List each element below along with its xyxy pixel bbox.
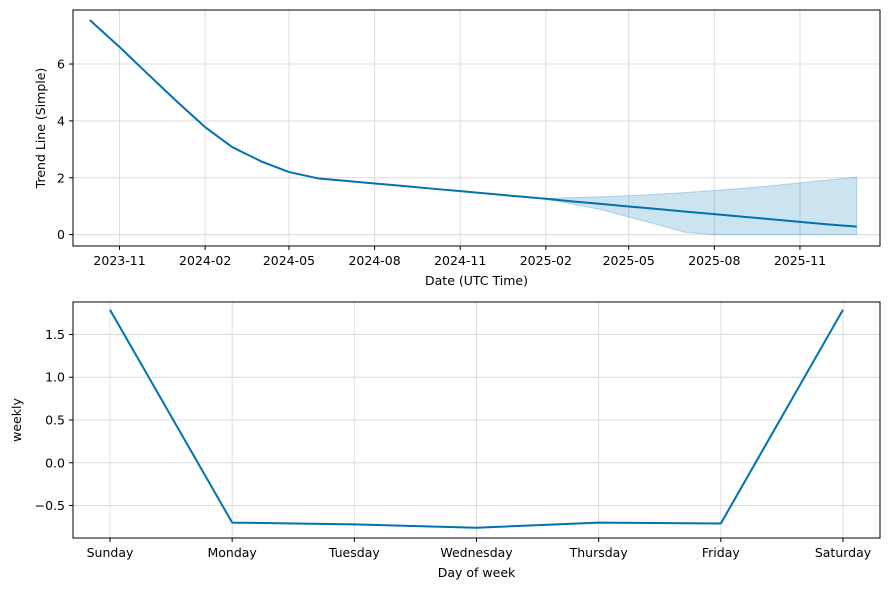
trend-x-tick-label: 2025-02 <box>520 253 572 268</box>
trend-x-tick-label: 2025-08 <box>688 253 740 268</box>
trend-y-tick-label: 6 <box>57 57 65 72</box>
weekly-x-tick-label: Saturday <box>815 545 872 560</box>
weekly-series <box>109 309 844 529</box>
weekly-x-tick-label: Sunday <box>87 545 134 560</box>
trend-uncertainty-band-area <box>545 176 858 236</box>
weekly-y-tick-label: 1.0 <box>45 370 65 385</box>
trend-y-axis-label: Trend Line (Simple) <box>33 68 48 190</box>
trend-uncertainty-band <box>545 176 858 236</box>
trend-x-tick-label: 2023-11 <box>93 253 145 268</box>
weekly-grid <box>73 302 880 538</box>
weekly-y-axis-label: weekly <box>9 398 24 442</box>
trend-x-ticks: 2023-11 2024-02 2024-05 2024-08 2024-11 2025-… <box>93 246 826 268</box>
trend-panel: 2023-11 2024-02 2024-05 2024-08 2024-11 2025-… <box>33 9 881 288</box>
weekly-line <box>109 309 844 529</box>
weekly-x-tick-label: Friday <box>702 545 740 560</box>
trend-x-tick-label: 2024-08 <box>348 253 400 268</box>
weekly-y-ticks: 1.5 1.0 0.5 0.0 −0.5 <box>35 327 73 513</box>
trend-grid <box>73 10 880 246</box>
weekly-panel: Sunday Monday Tuesday Wednesday Thursday Frid… <box>9 301 881 580</box>
weekly-y-tick-label: 0.0 <box>45 455 65 470</box>
trend-x-axis-label: Date (UTC Time) <box>425 273 528 288</box>
trend-y-ticks: 0 2 4 6 <box>57 57 73 242</box>
weekly-y-tick-label: 1.5 <box>45 327 65 342</box>
weekly-x-tick-label: Tuesday <box>328 545 380 560</box>
trend-line <box>89 19 857 228</box>
trend-x-tick-label: 2025-05 <box>603 253 655 268</box>
trend-x-tick-label: 2024-05 <box>263 253 315 268</box>
weekly-x-tick-label: Monday <box>207 545 257 560</box>
trend-y-tick-label: 2 <box>57 170 65 185</box>
weekly-x-tick-label: Thursday <box>569 545 629 560</box>
trend-series <box>89 19 857 228</box>
trend-y-tick-label: 0 <box>57 227 65 242</box>
trend-x-tick-label: 2025-11 <box>774 253 826 268</box>
trend-x-tick-label: 2024-11 <box>434 253 486 268</box>
trend-x-tick-label: 2024-02 <box>179 253 231 268</box>
weekly-y-tick-label: −0.5 <box>35 498 65 513</box>
trend-y-tick-label: 4 <box>57 113 65 128</box>
weekly-x-axis-label: Day of week <box>438 565 516 580</box>
weekly-x-ticks: Sunday Monday Tuesday Wednesday Thursday Frid… <box>87 538 872 560</box>
trend-plot-frame <box>72 9 881 247</box>
weekly-y-tick-label: 0.5 <box>45 413 65 428</box>
weekly-x-tick-label: Wednesday <box>440 545 513 560</box>
